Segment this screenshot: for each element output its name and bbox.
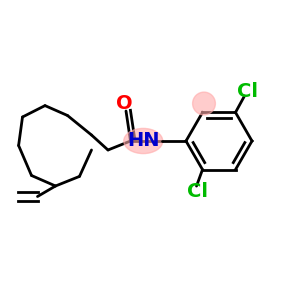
Text: O: O (116, 94, 133, 113)
Text: Cl: Cl (188, 182, 208, 201)
Text: Cl: Cl (237, 82, 258, 101)
Ellipse shape (124, 128, 163, 154)
Text: HN: HN (127, 131, 160, 151)
Ellipse shape (193, 92, 215, 115)
